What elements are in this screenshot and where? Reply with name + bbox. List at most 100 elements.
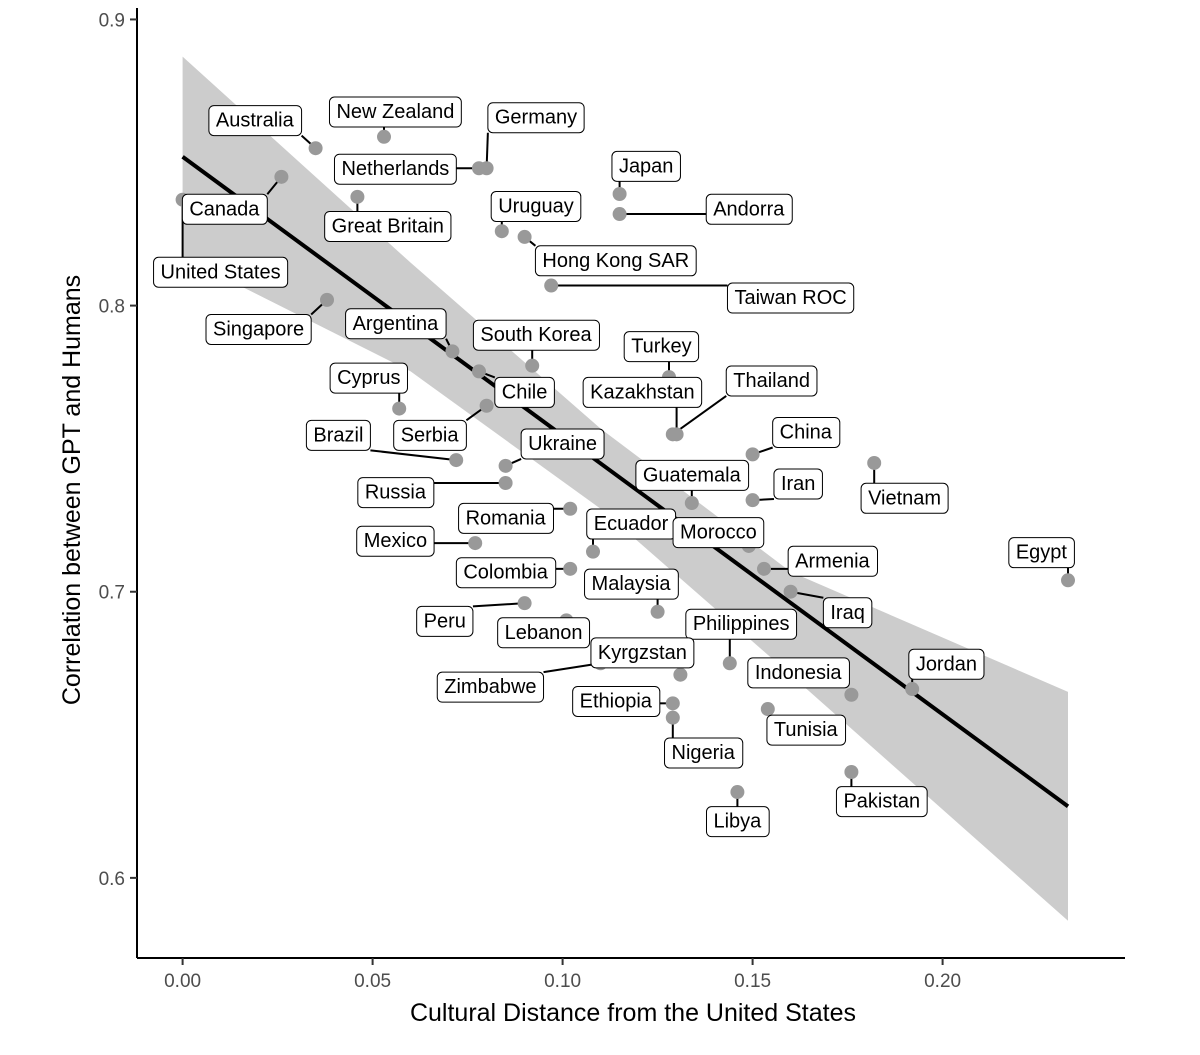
label-text: China (780, 421, 833, 443)
label-text: Great Britain (332, 215, 444, 237)
confidence-band-layer (182, 56, 1069, 921)
label-text: Mexico (364, 530, 427, 552)
axis-layer: 0.00 0.05 0.10 0.15 0.20 0.6 0.7 0.8 0.9 (99, 8, 1125, 992)
label-box (835, 786, 928, 818)
confidence-band (182, 56, 1069, 921)
label-text: Romania (466, 507, 547, 529)
label-text: Australia (216, 110, 295, 132)
point-label-germany: Germany (487, 102, 585, 134)
data-point (745, 447, 760, 462)
data-point (274, 169, 289, 184)
y-tick-label: 0.8 (99, 297, 125, 318)
point-label-cyprus: Cyprus (329, 362, 408, 394)
label-box (458, 502, 554, 534)
label-text: Colombia (463, 562, 548, 584)
label-text: United States (161, 261, 281, 283)
data-point (472, 364, 486, 379)
label-box (497, 617, 591, 649)
label-text: Guatemala (643, 464, 742, 486)
data-point (612, 207, 627, 222)
point-label-russia: Russia (357, 477, 435, 509)
label-box (685, 608, 798, 640)
x-tick-label: 0.10 (544, 971, 581, 992)
data-point (783, 584, 798, 599)
data-point (472, 161, 486, 176)
data-point (760, 702, 775, 717)
label-box (345, 308, 447, 340)
label-text: Zimbabwe (444, 676, 536, 698)
point-label-australia: Australia (208, 105, 303, 137)
point-label-united-states: United States (153, 256, 289, 288)
point-label-ukraine: Ukraine (520, 428, 605, 460)
regression-line (181, 155, 1070, 808)
data-point (308, 141, 323, 156)
label-text: Tunisia (774, 719, 839, 741)
point-label-chile: Chile (494, 376, 555, 408)
label-text: Nigeria (672, 742, 736, 764)
data-point (1061, 573, 1075, 588)
x-tick-label: 0.20 (924, 971, 961, 992)
point-label-morocco: Morocco (672, 517, 765, 549)
label-text: New Zealand (336, 101, 454, 123)
label-text: Malaysia (592, 573, 672, 595)
label-box (153, 256, 289, 288)
label-box (772, 416, 841, 448)
point-label-tunisia: Tunisia (766, 714, 847, 746)
point-label-great-britain: Great Britain (324, 210, 452, 242)
data-point (350, 189, 365, 204)
leader-line (370, 449, 457, 462)
label-text: Canada (189, 198, 260, 220)
label-box (773, 468, 823, 500)
label-box (1008, 537, 1075, 569)
label-box (635, 459, 750, 491)
label-box (664, 737, 744, 769)
label-box (623, 331, 700, 363)
point-label-turkey: Turkey (623, 331, 700, 363)
data-point (586, 544, 600, 559)
point-label-uruguay: Uruguay (490, 190, 582, 222)
label-text: Pakistan (843, 791, 920, 813)
label-text: Iran (781, 473, 815, 495)
label-box (534, 245, 697, 277)
label-text: Cyprus (337, 367, 400, 389)
data-point (468, 536, 483, 551)
point-label-japan: Japan (611, 150, 681, 182)
point-label-colombia: Colombia (455, 557, 557, 589)
label-box (305, 419, 371, 451)
label-text: Libya (713, 811, 762, 833)
label-text: Turkey (631, 336, 691, 358)
label-text: Armenia (795, 550, 870, 572)
data-point (757, 561, 771, 576)
point-label-libya: Libya (705, 806, 770, 838)
data-point (445, 344, 460, 359)
point-label-netherlands: Netherlands (333, 153, 457, 185)
point-label-brazil: Brazil (305, 419, 371, 451)
label-box (787, 545, 879, 577)
label-text: Jordan (916, 653, 977, 675)
point-label-ethiopia: Ethiopia (572, 685, 661, 717)
point-label-south-korea: South Korea (472, 319, 600, 351)
data-point (563, 501, 578, 516)
label-box (611, 150, 681, 182)
data-point (665, 427, 680, 442)
data-point (745, 493, 760, 508)
data-point (494, 224, 509, 239)
point-label-hong-kong-sar: Hong Kong SAR (534, 245, 697, 277)
label-text: Kyrgzstan (598, 642, 687, 664)
point-label-canada: Canada (181, 193, 268, 225)
label-text: Serbia (401, 424, 460, 446)
data-point (844, 765, 859, 780)
fit-line-layer (181, 155, 1070, 808)
data-point (449, 453, 464, 468)
label-box (205, 313, 312, 345)
data-point (563, 561, 578, 576)
data-point (650, 604, 665, 619)
point-label-kazakhstan: Kazakhstan (582, 376, 703, 408)
data-point (665, 696, 680, 711)
data-point (517, 596, 532, 611)
data-point (844, 687, 859, 702)
label-layer: United States Australia New Zealand Germany… (153, 96, 1075, 838)
label-text: Thailand (733, 370, 810, 392)
y-axis-title: Correlation between GPT and Humans (58, 275, 86, 705)
